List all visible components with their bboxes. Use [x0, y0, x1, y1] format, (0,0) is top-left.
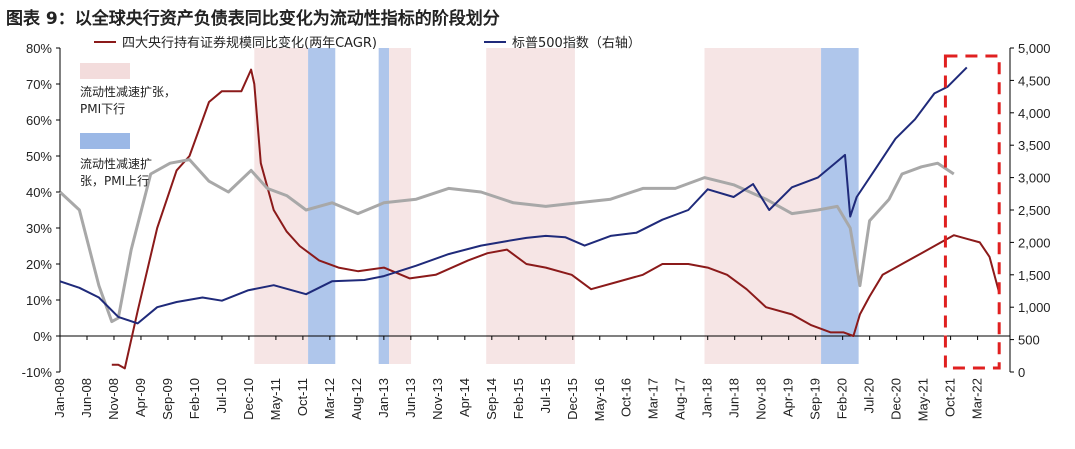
- x-tick-label: Feb-20: [835, 378, 850, 419]
- y-left-tick-label: 10%: [26, 293, 52, 308]
- y-right-tick-label: 2,500: [1018, 203, 1051, 218]
- x-tick-label: Jan-18: [700, 378, 715, 418]
- x-tick-label: Jun-13: [403, 378, 418, 418]
- legend-label-0: 四大央行持有证券规模同比变化(两年CAGR): [122, 35, 377, 51]
- y-left-tick-label: 60%: [26, 113, 52, 128]
- legend: 四大央行持有证券规模同比变化(两年CAGR) 标普500指数（右轴）: [94, 35, 641, 51]
- x-tick-label: Feb-10: [187, 378, 202, 419]
- y-right-tick-label: 1,000: [1018, 300, 1051, 315]
- y-left-tick-label: -10%: [22, 365, 53, 380]
- x-tick-label: Sep-19: [808, 378, 823, 420]
- x-tick-label: Oct-11: [295, 378, 310, 416]
- chart-title: 图表 9：以全球央行资产负债表同比变化为流动性指标的阶段划分: [6, 9, 500, 29]
- x-tick-label: Jun-08: [79, 378, 94, 418]
- annotation-label-0: 流动性减速扩张，: [80, 85, 176, 99]
- x-tick-label: May-21: [916, 378, 931, 421]
- x-tick-label: Aug-17: [673, 378, 688, 420]
- x-tick-label: Apr-09: [133, 378, 148, 417]
- highlight-box: [943, 54, 1001, 370]
- x-tick-label: Mar-22: [970, 378, 985, 419]
- x-tick-label: Sep-14: [484, 378, 499, 420]
- x-tick-label: Dec-10: [241, 378, 256, 420]
- y-right-tick-label: 4,500: [1018, 73, 1051, 88]
- annotation-label-1: 张，PMI上行: [80, 174, 149, 188]
- y-right-tick-label: 1,500: [1018, 268, 1051, 283]
- y-left-tick-label: 50%: [26, 149, 52, 164]
- x-tick-label: Jul-15: [538, 378, 553, 413]
- x-tick-label: Apr-19: [781, 378, 796, 417]
- x-tick-label: Jul-20: [862, 378, 877, 413]
- y-right-tick-label: 0: [1018, 365, 1025, 380]
- legend-label-1: 标普500指数（右轴）: [512, 36, 641, 51]
- x-tick-label: Nov-13: [430, 378, 445, 420]
- series-lines: [58, 66, 1001, 370]
- y-left-tick-label: 0%: [33, 329, 52, 344]
- x-tick-label: May-16: [592, 378, 607, 421]
- annotation-swatch-1: [80, 133, 130, 149]
- x-tick-label: Jun-18: [727, 378, 742, 418]
- x-tick-label: Jan-13: [376, 378, 391, 418]
- annotation-label-0: PMI下行: [80, 102, 125, 116]
- y-left-tick-label: 30%: [26, 221, 52, 236]
- x-tick-label: Feb-15: [511, 378, 526, 419]
- shaded-period-2: [378, 48, 390, 364]
- shaded-period-6: [821, 48, 859, 364]
- annotation-label-1: 流动性减速扩: [80, 157, 152, 171]
- x-tick-label: Oct-16: [619, 378, 634, 417]
- x-tick-label: Oct-21: [943, 378, 958, 417]
- axes: 80% 70% 60% 50% 40% 30% 20% 10% 0% -10% 5,000 4,500…: [22, 41, 1051, 421]
- highlight-box-rect: [943, 54, 1001, 370]
- x-tick-label: Aug-12: [349, 378, 364, 420]
- y-right-tick-label: 3,000: [1018, 171, 1051, 186]
- series-line-2: [59, 66, 968, 325]
- x-tick-label: Sep-09: [160, 378, 175, 420]
- y-right-tick-label: 2,000: [1018, 235, 1051, 250]
- x-tick-label: Nov-18: [754, 378, 769, 420]
- y-left-tick-label: 40%: [26, 185, 52, 200]
- x-tick-label: Jul-10: [214, 378, 229, 413]
- y-right-tick-label: 4,000: [1018, 106, 1051, 121]
- shaded-period-5: [704, 48, 822, 364]
- y-left-tick-label: 70%: [26, 77, 52, 92]
- y-right-tick-label: 5,000: [1018, 41, 1051, 56]
- x-tick-label: Dec-20: [889, 378, 904, 420]
- x-tick-label: May-11: [268, 378, 283, 420]
- x-tick-label: Mar-12: [322, 378, 337, 419]
- x-tick-label: Mar-17: [646, 378, 661, 419]
- annotation-swatch-0: [80, 63, 130, 79]
- shaded-period-3: [389, 48, 412, 364]
- y-left-tick-label: 80%: [26, 41, 52, 56]
- x-tick-label: Dec-15: [565, 378, 580, 420]
- x-tick-label: Jan-08: [52, 378, 67, 418]
- series-line-0: [111, 68, 1001, 370]
- y-right-tick-label: 500: [1018, 333, 1040, 348]
- series-line-1: [58, 158, 955, 324]
- x-tick-label: Apr-14: [457, 378, 472, 417]
- y-left-tick-label: 20%: [26, 257, 52, 272]
- y-right-tick-label: 3,500: [1018, 138, 1051, 153]
- x-tick-label: Nov-08: [106, 378, 121, 420]
